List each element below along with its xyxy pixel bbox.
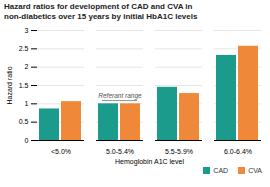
svg-text:2.5: 2.5 — [19, 45, 29, 52]
html-text:Hazard ratios for development: Hazard ratios for development of CAD and… — [4, 2, 193, 11]
svg-text:Referant range: Referant range — [98, 92, 142, 100]
svg-text:1.5: 1.5 — [19, 82, 29, 89]
svg-text:6.0-6.4%: 6.0-6.4% — [224, 148, 252, 155]
svg-text:5.5-5.9%: 5.5-5.9% — [165, 148, 193, 155]
svg-text:0.5: 0.5 — [19, 118, 29, 125]
svg-text:Hemoglobin A1C level: Hemoglobin A1C level — [115, 158, 184, 166]
svg-text:Hazard ratio: Hazard ratio — [6, 66, 13, 104]
svg-text:0: 0 — [25, 137, 29, 144]
svg-text:2: 2 — [25, 63, 29, 70]
html-text:non-diabetics over 15 years by: non-diabetics over 15 years by initial H… — [4, 12, 198, 21]
svg-text:5.0-5.4%: 5.0-5.4% — [106, 148, 134, 155]
svg-text:1: 1 — [25, 100, 29, 107]
html-text:CAD: CAD — [213, 167, 229, 174]
svg-text:<5.0%: <5.0% — [51, 148, 71, 155]
svg-text:3: 3 — [25, 27, 29, 34]
html-text:CVA: CVA — [248, 167, 262, 174]
